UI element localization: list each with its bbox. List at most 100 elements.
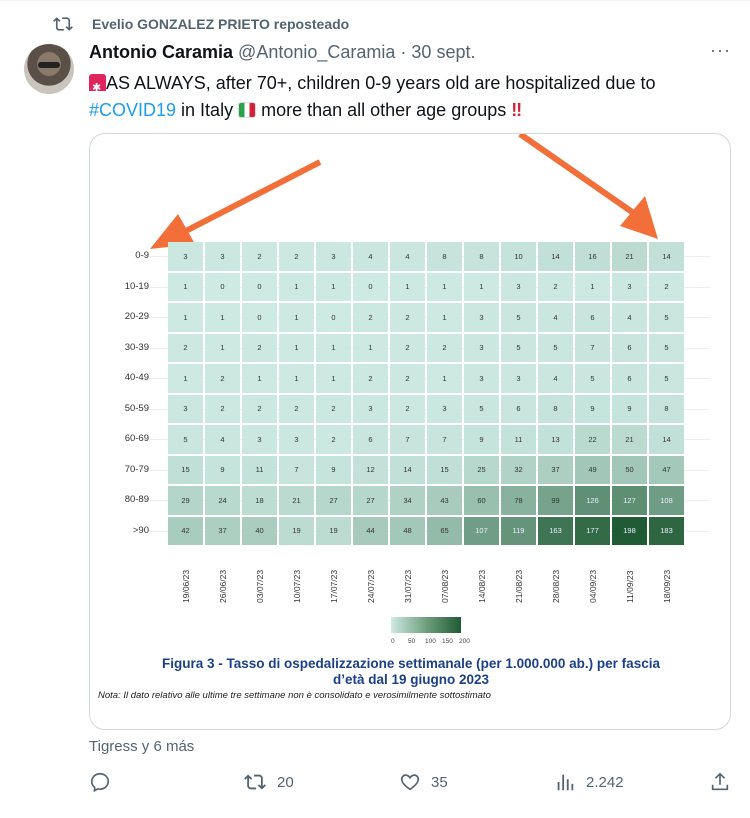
tweet-text: AS ALWAYS, after 70+, children 0-9 years… [89,70,729,124]
heatmap-cell: 6 [612,364,647,393]
heatmap-cell: 40 [242,516,277,545]
heatmap-cell: 8 [427,242,462,271]
italy-flag-icon [238,102,257,118]
column-date-label: 28/08/23 [550,569,561,603]
heatmap-cell: 9 [612,394,647,423]
repost-label: Evelio GONZALEZ PRIETO reposteado [92,16,350,32]
heatmap-cell: 21 [279,486,314,515]
double-exclamation-icon: ‼ [511,100,523,120]
heatmap-cell: 5 [575,364,610,393]
hashtag-link[interactable]: #COVID19 [89,100,177,120]
heatmap-cell: 2 [205,394,240,423]
heatmap-cell: 1 [427,272,462,301]
column-date-label: 11/09/23 [624,570,635,603]
more-icon[interactable]: ··· [710,40,731,60]
row-gridline [142,256,710,258]
share-icon [711,772,729,791]
heatmap-cell: 3 [612,272,647,301]
legend-tick-label: 100 [425,638,436,645]
heatmap-cell: 5 [649,333,684,362]
heatmap-cell: 14 [649,242,684,271]
heatmap-cell: 5 [501,333,536,362]
heatmap-cell: 3 [501,364,536,393]
row-label: 80-89 [124,494,149,506]
tweet-text-part: AS ALWAYS, after 70+, children 0-9 years… [106,73,656,93]
heatmap-cell: 1 [316,333,351,362]
tweet-date[interactable]: · 30 sept. [400,42,476,62]
heatmap-cell: 48 [390,516,425,545]
heatmap-cell: 6 [575,303,610,332]
views-button[interactable]: 2.242 [554,771,624,793]
author-name[interactable]: Antonio Caramia [89,42,234,62]
row-label: 60-69 [124,433,149,445]
heatmap-cell: 60 [464,486,499,515]
heatmap-cell: 0 [353,272,388,301]
heatmap-cell: 5 [168,425,203,454]
heatmap-cell: 1 [316,272,351,301]
heatmap-cell: 25 [464,455,499,484]
author-handle[interactable]: @Antonio_Caramia [238,42,396,62]
divider [0,0,750,1]
heatmap-cell: 2 [353,303,388,332]
heatmap-cell: 4 [353,242,388,271]
repost-icon [53,17,73,31]
row-gridline [142,378,710,380]
heatmap-cell: 5 [649,303,684,332]
heatmap-cell: 2 [390,333,425,362]
heatmap-cell: 7 [427,425,462,454]
heart-icon [400,774,420,791]
column-date-label: 03/07/23 [254,569,265,603]
figure-title: Figura 3 - Tasso di ospedalizzazione set… [162,656,660,687]
heatmap-cell: 14 [649,425,684,454]
heatmap-cell: 5 [538,333,573,362]
heatmap-cell: 50 [612,455,647,484]
heatmap-cell: 1 [279,272,314,301]
heatmap-cell: 13 [538,425,573,454]
column-date-label: 10/07/23 [291,569,302,603]
heatmap-cell: 29 [168,486,203,515]
heatmap-cell: 8 [464,242,499,271]
avatar[interactable] [24,44,74,94]
retweet-count: 20 [277,773,294,791]
heatmap-cell: 5 [464,394,499,423]
heatmap-cell: 3 [464,333,499,362]
heatmap-cell: 198 [612,516,647,545]
retweet-button[interactable]: 20 [243,771,294,793]
heatmap-cell: 49 [575,455,610,484]
heatmap-cell: 37 [538,455,573,484]
heatmap-cell: 177 [575,516,610,545]
heatmap-cell: 19 [279,516,314,545]
heatmap-cell: 16 [575,242,610,271]
share-button[interactable] [709,771,741,793]
heatmap-cell: 3 [279,425,314,454]
heatmap-cell: 0 [205,272,240,301]
liked-by-text[interactable]: Tigress y 6 más [89,738,195,755]
heatmap-cell: 4 [538,303,573,332]
column-date-label: 21/08/23 [513,569,524,603]
heatmap-cell: 126 [575,486,610,515]
reply-button[interactable] [89,771,121,793]
heatmap-cell: 2 [390,364,425,393]
heatmap-cell: 78 [501,486,536,515]
row-gridline [142,439,710,441]
heatmap-cell: 3 [316,242,351,271]
like-button[interactable]: 35 [399,771,448,793]
heatmap-cell: 2 [649,272,684,301]
heatmap-cell: 15 [427,455,462,484]
column-date-label: 14/08/23 [476,569,487,603]
color-legend-bar [391,617,461,633]
tweet-image[interactable]: Figura 3 - Tasso di ospedalizzazione set… [89,133,731,730]
heatmap-cell: 15 [168,455,203,484]
heatmap-cell: 8 [649,394,684,423]
views-chart-icon [557,774,574,791]
legend-tick-label: 0 [391,638,395,645]
row-gridline [142,530,710,532]
figure-note: Nota: Il dato relativo alle ultime tre s… [98,690,491,701]
heatmap-cell: 2 [390,394,425,423]
heatmap-cell: 2 [316,394,351,423]
heatmap-cell: 5 [501,303,536,332]
heatmap-cell: 108 [649,486,684,515]
tweet-text-part: in Italy [176,100,239,120]
heatmap-cell: 1 [464,272,499,301]
heatmap-cell: 3 [205,242,240,271]
